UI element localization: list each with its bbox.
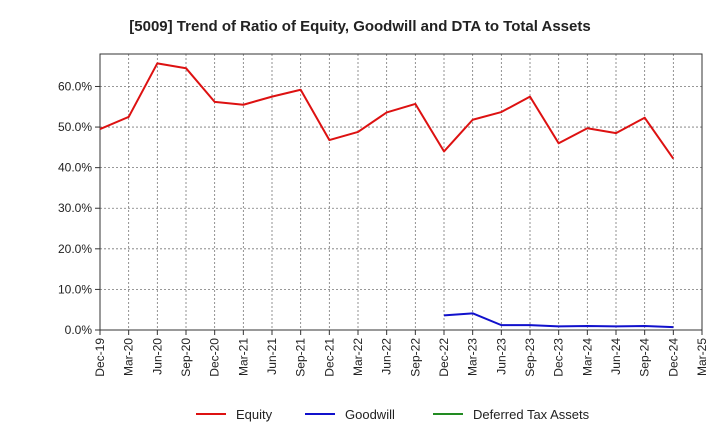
grid-lines (100, 54, 702, 330)
x-tick-label: Sep-20 (179, 338, 193, 377)
y-tick-label: 0.0% (65, 323, 93, 337)
chart-title: [5009] Trend of Ratio of Equity, Goodwil… (129, 18, 590, 35)
x-tick-label: Sep-23 (523, 338, 537, 377)
y-tick-label: 10.0% (58, 282, 92, 296)
x-tick-label: Mar-24 (580, 338, 594, 376)
x-tick-label: Jun-21 (265, 338, 279, 375)
x-tick-label: Sep-24 (638, 338, 652, 377)
x-tick-label: Dec-19 (93, 338, 107, 377)
x-tick-label: Dec-24 (666, 338, 680, 377)
x-tick-label: Dec-20 (208, 338, 222, 377)
x-tick-label: Jun-22 (380, 338, 394, 375)
x-axis-ticks: Dec-19 Mar-20 Jun-20 Sep-20 Dec-20 Mar-21 Jun-… (93, 330, 709, 377)
x-tick-label: Sep-21 (294, 338, 308, 377)
series-lines (99, 62, 675, 329)
x-tick-label: Mar-22 (351, 338, 365, 376)
legend-label-1: Goodwill (345, 407, 395, 422)
x-tick-label: Sep-22 (408, 338, 422, 377)
x-tick-label: Dec-23 (552, 338, 566, 377)
series-line-1 (443, 312, 674, 329)
x-tick-label: Jun-24 (609, 338, 623, 375)
x-tick-label: Mar-23 (466, 338, 480, 376)
x-tick-label: Dec-22 (437, 338, 451, 377)
y-tick-label: 20.0% (58, 242, 92, 256)
x-tick-label: Mar-20 (122, 338, 136, 376)
x-tick-label: Mar-21 (236, 338, 250, 376)
legend: Equity Goodwill Deferred Tax Assets (196, 407, 590, 422)
y-tick-label: 30.0% (58, 201, 92, 215)
y-tick-label: 60.0% (58, 79, 92, 93)
y-axis-ticks: 0.0% 10.0% 20.0% 30.0% 40.0% 50.0% 60.0% (58, 79, 100, 337)
x-tick-label: Jun-20 (150, 338, 164, 375)
plot-area-frame (99, 53, 703, 331)
legend-label-2: Deferred Tax Assets (473, 407, 590, 422)
legend-label-0: Equity (236, 407, 273, 422)
x-tick-label: Mar-25 (695, 338, 709, 376)
series-line-0 (99, 62, 675, 160)
x-tick-label: Dec-21 (322, 338, 336, 377)
y-tick-label: 40.0% (58, 161, 92, 175)
y-tick-label: 50.0% (58, 120, 92, 134)
x-tick-label: Jun-23 (494, 338, 508, 375)
